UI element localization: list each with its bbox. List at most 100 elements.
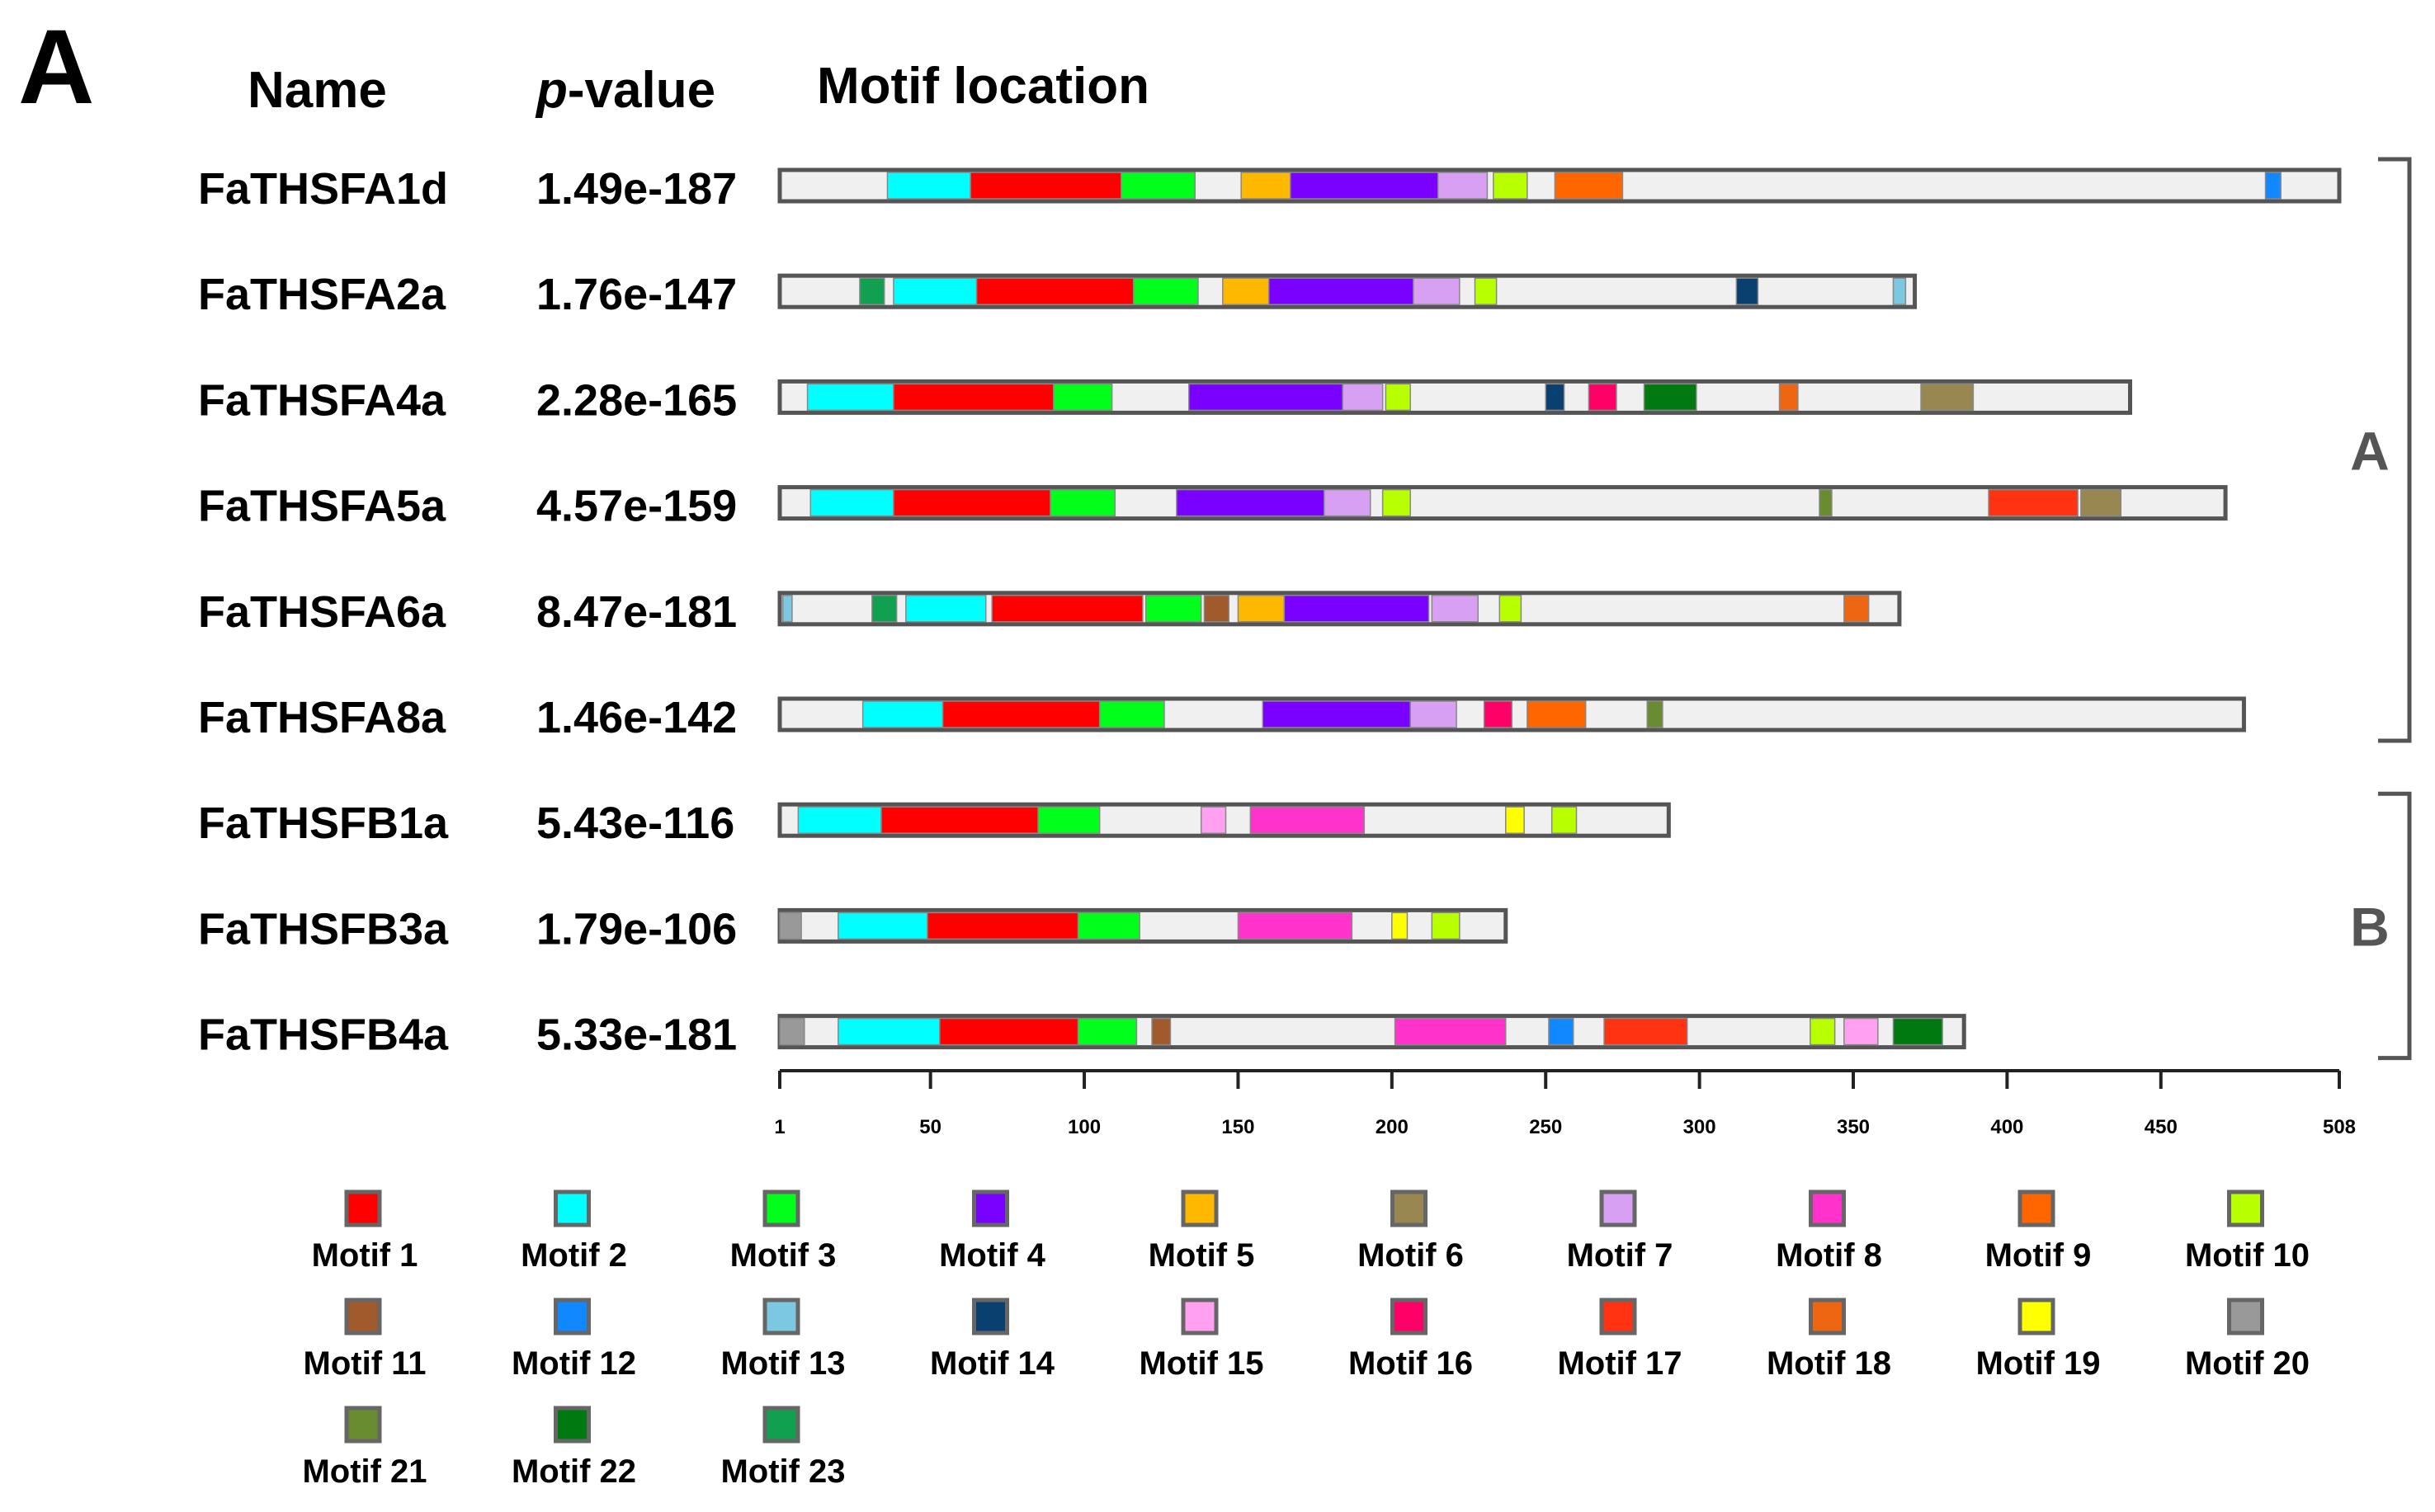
legend-swatch — [762, 1406, 800, 1444]
motif-21-block — [1819, 488, 1833, 517]
legend-swatch — [554, 1406, 591, 1444]
motif-1-block — [880, 806, 1039, 834]
motif-location-header: Motif location — [817, 58, 1149, 115]
legend-swatch — [344, 1298, 382, 1335]
legend-label: Motif 1 — [312, 1237, 418, 1274]
legend-swatch — [344, 1406, 382, 1444]
axis-tick-label: 100 — [1068, 1116, 1101, 1138]
legend-swatch — [1390, 1298, 1427, 1335]
motif-20-block — [779, 911, 802, 940]
motif-19-block — [1505, 806, 1525, 834]
legend-swatch — [762, 1298, 800, 1335]
motif-1-block — [893, 488, 1051, 517]
protein-pvalue: 1.49e-187 — [536, 164, 737, 214]
legend-item: Motif 23 — [720, 1406, 846, 1490]
motif-11-block — [1203, 595, 1230, 623]
motif-14-block — [1545, 383, 1565, 412]
legend-swatch — [1599, 1298, 1637, 1335]
axis-tick-label: 508 — [2323, 1116, 2356, 1138]
protein-row: FaTHSFB4a 5.33e-181 — [198, 1010, 1966, 1060]
motif-3-block — [1053, 383, 1113, 412]
protein-row: FaTHSFB1a 5.43e-116 — [198, 798, 1671, 848]
motif-16-block — [1588, 383, 1617, 412]
protein-name: FaTHSFA6a — [198, 587, 446, 637]
legend-swatch — [1809, 1298, 1846, 1335]
motif-2-block — [861, 700, 944, 728]
motif-15-block — [1200, 806, 1227, 834]
motif-4-block — [1176, 488, 1325, 517]
motif-3-block — [1077, 1017, 1138, 1046]
legend-swatch — [972, 1298, 1009, 1335]
motif-8-block — [1394, 1017, 1507, 1046]
motif-16-block — [1483, 700, 1512, 728]
protein-pvalue: 1.46e-142 — [536, 693, 737, 742]
motif-11-block — [1151, 1017, 1172, 1046]
motif-1-block — [991, 595, 1144, 623]
motif-6-block — [2080, 488, 2122, 517]
protein-row: FaTHSFA5a 4.57e-159 — [198, 482, 2228, 531]
motif-3-block — [1098, 700, 1165, 728]
pvalue-column-header: p-value — [535, 62, 715, 119]
motif-2-block — [886, 172, 971, 200]
protein-name: FaTHSFB4a — [198, 1010, 449, 1060]
protein-pvalue: 2.28e-165 — [536, 375, 737, 425]
motif-12-block — [2264, 172, 2282, 200]
legend-swatch — [554, 1189, 591, 1227]
motif-23-block — [859, 277, 885, 305]
legend-swatch — [554, 1298, 591, 1335]
axis-tick-label: 450 — [2145, 1116, 2178, 1138]
motif-3-block — [1121, 172, 1196, 200]
motif-legend: Motif 1 Motif 2 Motif 3 Motif 4 Motif 5 Motif… — [302, 1189, 2310, 1490]
protein-row: FaTHSFA2a 1.76e-147 — [198, 270, 1918, 319]
motif-12-block — [1548, 1017, 1574, 1046]
motif-4-block — [1290, 172, 1439, 200]
legend-swatch — [2017, 1189, 2055, 1227]
motif-22-block — [1892, 1017, 1943, 1046]
legend-label: Motif 7 — [1567, 1237, 1673, 1274]
legend-label: Motif 8 — [1776, 1237, 1882, 1274]
legend-item: Motif 6 — [1357, 1189, 1464, 1274]
motif-13-block — [1892, 277, 1907, 305]
protein-name: FaTHSFB3a — [198, 904, 449, 954]
legend-item: Motif 16 — [1348, 1298, 1473, 1382]
motif-10-block — [1498, 595, 1522, 623]
legend-swatch — [344, 1189, 382, 1227]
axis-tick-label: 400 — [1990, 1116, 2023, 1138]
legend-label: Motif 4 — [939, 1237, 1046, 1274]
legend-label: Motif 22 — [512, 1453, 636, 1490]
legend-swatch — [762, 1189, 800, 1227]
protein-name: FaTHSFB1a — [198, 798, 449, 848]
motif-1-block — [941, 700, 1101, 728]
group-label: A — [2350, 421, 2390, 482]
motif-22-block — [1643, 383, 1697, 412]
motif-2-block — [797, 806, 882, 834]
legend-item: Motif 8 — [1776, 1189, 1882, 1274]
motif-18-block — [1778, 383, 1799, 412]
legend-swatch — [1181, 1298, 1219, 1335]
axis-tick-label: 1 — [774, 1116, 785, 1138]
group-brackets: AB — [2350, 157, 2412, 1061]
legend-swatch — [2017, 1298, 2055, 1335]
legend-swatch — [972, 1189, 1009, 1227]
motif-17-block — [1603, 1017, 1688, 1046]
protein-pvalue: 1.76e-147 — [536, 270, 737, 319]
motif-23-block — [871, 595, 898, 623]
legend-item: Motif 20 — [2185, 1298, 2310, 1382]
motif-4-block — [1188, 383, 1343, 412]
motif-2-block — [806, 383, 894, 412]
protein-name: FaTHSFA5a — [198, 482, 446, 531]
motif-14-block — [1735, 277, 1759, 305]
legend-label: Motif 2 — [521, 1237, 627, 1274]
protein-row: FaTHSFA1d 1.49e-187 — [198, 164, 2342, 214]
motif-10-block — [1810, 1017, 1836, 1046]
motif-7-block — [1431, 595, 1479, 623]
legend-label: Motif 23 — [720, 1453, 845, 1490]
panel-label: A — [18, 8, 94, 126]
legend-item: Motif 10 — [2185, 1189, 2310, 1274]
legend-label: Motif 9 — [1985, 1237, 2092, 1274]
group-bracket — [2378, 157, 2412, 743]
motif-2-block — [893, 277, 978, 305]
motif-2-block — [838, 1017, 941, 1046]
legend-item: Motif 14 — [930, 1298, 1055, 1382]
motif-9-block — [1527, 700, 1587, 728]
